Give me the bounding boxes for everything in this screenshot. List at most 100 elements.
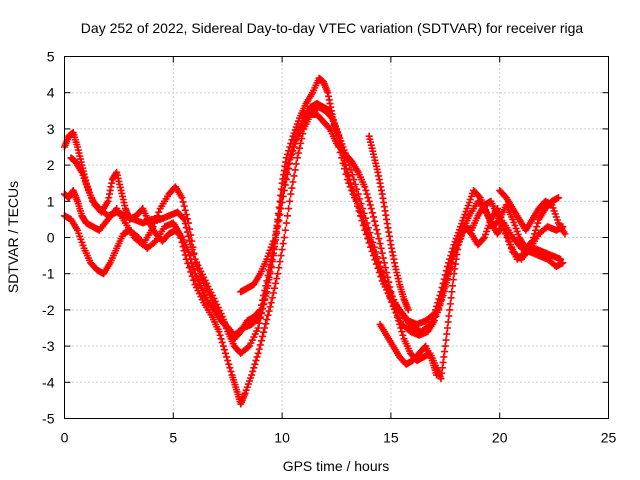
data-point <box>260 291 268 299</box>
data-point <box>339 151 347 159</box>
data-point <box>181 206 189 214</box>
data-point <box>182 224 190 232</box>
x-axis-label: GPS time / hours <box>283 458 390 474</box>
data-point <box>380 273 388 281</box>
data-point <box>443 272 451 280</box>
data-point <box>378 249 386 257</box>
data-point <box>446 264 454 272</box>
data-point <box>272 231 280 239</box>
data-point <box>179 198 187 206</box>
data-point <box>227 367 235 375</box>
data-point <box>257 301 265 309</box>
chart-title: Day 252 of 2022, Sidereal Day-to-day VTE… <box>81 20 584 36</box>
data-point <box>343 168 351 176</box>
data-point <box>177 232 185 240</box>
data-point <box>273 275 281 283</box>
data-point <box>281 174 289 182</box>
data-point <box>262 282 270 290</box>
data-point <box>367 205 375 213</box>
y-tick-label: -5 <box>42 411 55 427</box>
data-point <box>226 364 234 372</box>
data-point <box>278 246 286 254</box>
data-point <box>446 306 454 314</box>
data-point <box>297 139 305 147</box>
data-point <box>380 259 388 267</box>
data-point <box>393 313 401 321</box>
data-point <box>299 130 307 138</box>
data-point <box>362 225 370 233</box>
data-point <box>441 281 449 289</box>
data-point <box>150 238 158 246</box>
data-point <box>264 311 272 319</box>
data-point <box>278 192 286 200</box>
data-point <box>266 303 274 311</box>
data-point <box>448 288 456 296</box>
data-point <box>364 229 372 237</box>
data-point <box>341 161 349 169</box>
data-point <box>374 230 382 238</box>
data-point <box>275 211 283 219</box>
x-tick-label: 15 <box>383 430 399 446</box>
data-point <box>268 294 276 302</box>
data-point <box>225 360 233 368</box>
data-point <box>507 244 515 252</box>
data-point <box>557 255 565 263</box>
data-point <box>342 165 350 173</box>
data-point <box>253 353 261 361</box>
data-point <box>377 266 385 274</box>
data-point <box>262 320 270 328</box>
data-point <box>255 319 263 327</box>
data-point <box>291 166 299 174</box>
data-point <box>282 176 290 184</box>
data-point <box>351 191 359 199</box>
x-tick-label: 0 <box>61 430 69 446</box>
axis-ticks: 0 5 10 15 20 25 -5 -4 -3 -2 -1 0 1 2 3 4 5 <box>42 49 616 446</box>
y-tick-label: 1 <box>47 193 55 209</box>
data-point <box>376 240 384 248</box>
data-point <box>276 205 284 213</box>
data-point <box>288 184 296 192</box>
data-point <box>348 183 356 191</box>
data-point <box>561 230 569 238</box>
y-tick-label: -4 <box>42 374 55 390</box>
x-tick-label: 20 <box>492 430 508 446</box>
data-point <box>373 226 381 234</box>
y-tick-label: 3 <box>47 121 55 137</box>
y-tick-label: -3 <box>42 338 55 354</box>
data-point <box>279 186 287 194</box>
data-point <box>178 194 186 202</box>
data-point <box>443 330 451 338</box>
data-point <box>273 224 281 232</box>
data-point <box>369 246 377 254</box>
data-point <box>377 244 385 252</box>
data-point <box>263 277 271 285</box>
data-point <box>372 221 380 229</box>
x-tick-label: 25 <box>601 430 617 446</box>
data-point <box>404 306 412 314</box>
data-point <box>183 215 191 223</box>
data-point <box>185 219 193 227</box>
data-point <box>289 178 297 186</box>
data-point <box>277 252 285 260</box>
data-point <box>282 219 290 227</box>
data-point <box>335 132 343 140</box>
data-point <box>187 231 195 239</box>
data-point <box>338 147 346 155</box>
data-point <box>264 272 272 280</box>
data-point <box>504 237 512 245</box>
data-point <box>372 255 380 263</box>
data-point <box>436 302 444 310</box>
data-point <box>185 264 193 272</box>
data-point <box>438 293 446 301</box>
data-point <box>379 254 387 262</box>
data-point <box>281 226 289 234</box>
data-point <box>442 276 450 284</box>
data-point <box>190 266 198 274</box>
data-point <box>374 259 382 267</box>
data-point <box>361 183 369 191</box>
data-point <box>294 149 302 157</box>
data-point <box>365 197 373 205</box>
data-point <box>256 306 264 314</box>
data-point <box>340 156 348 164</box>
data-point <box>327 113 335 121</box>
